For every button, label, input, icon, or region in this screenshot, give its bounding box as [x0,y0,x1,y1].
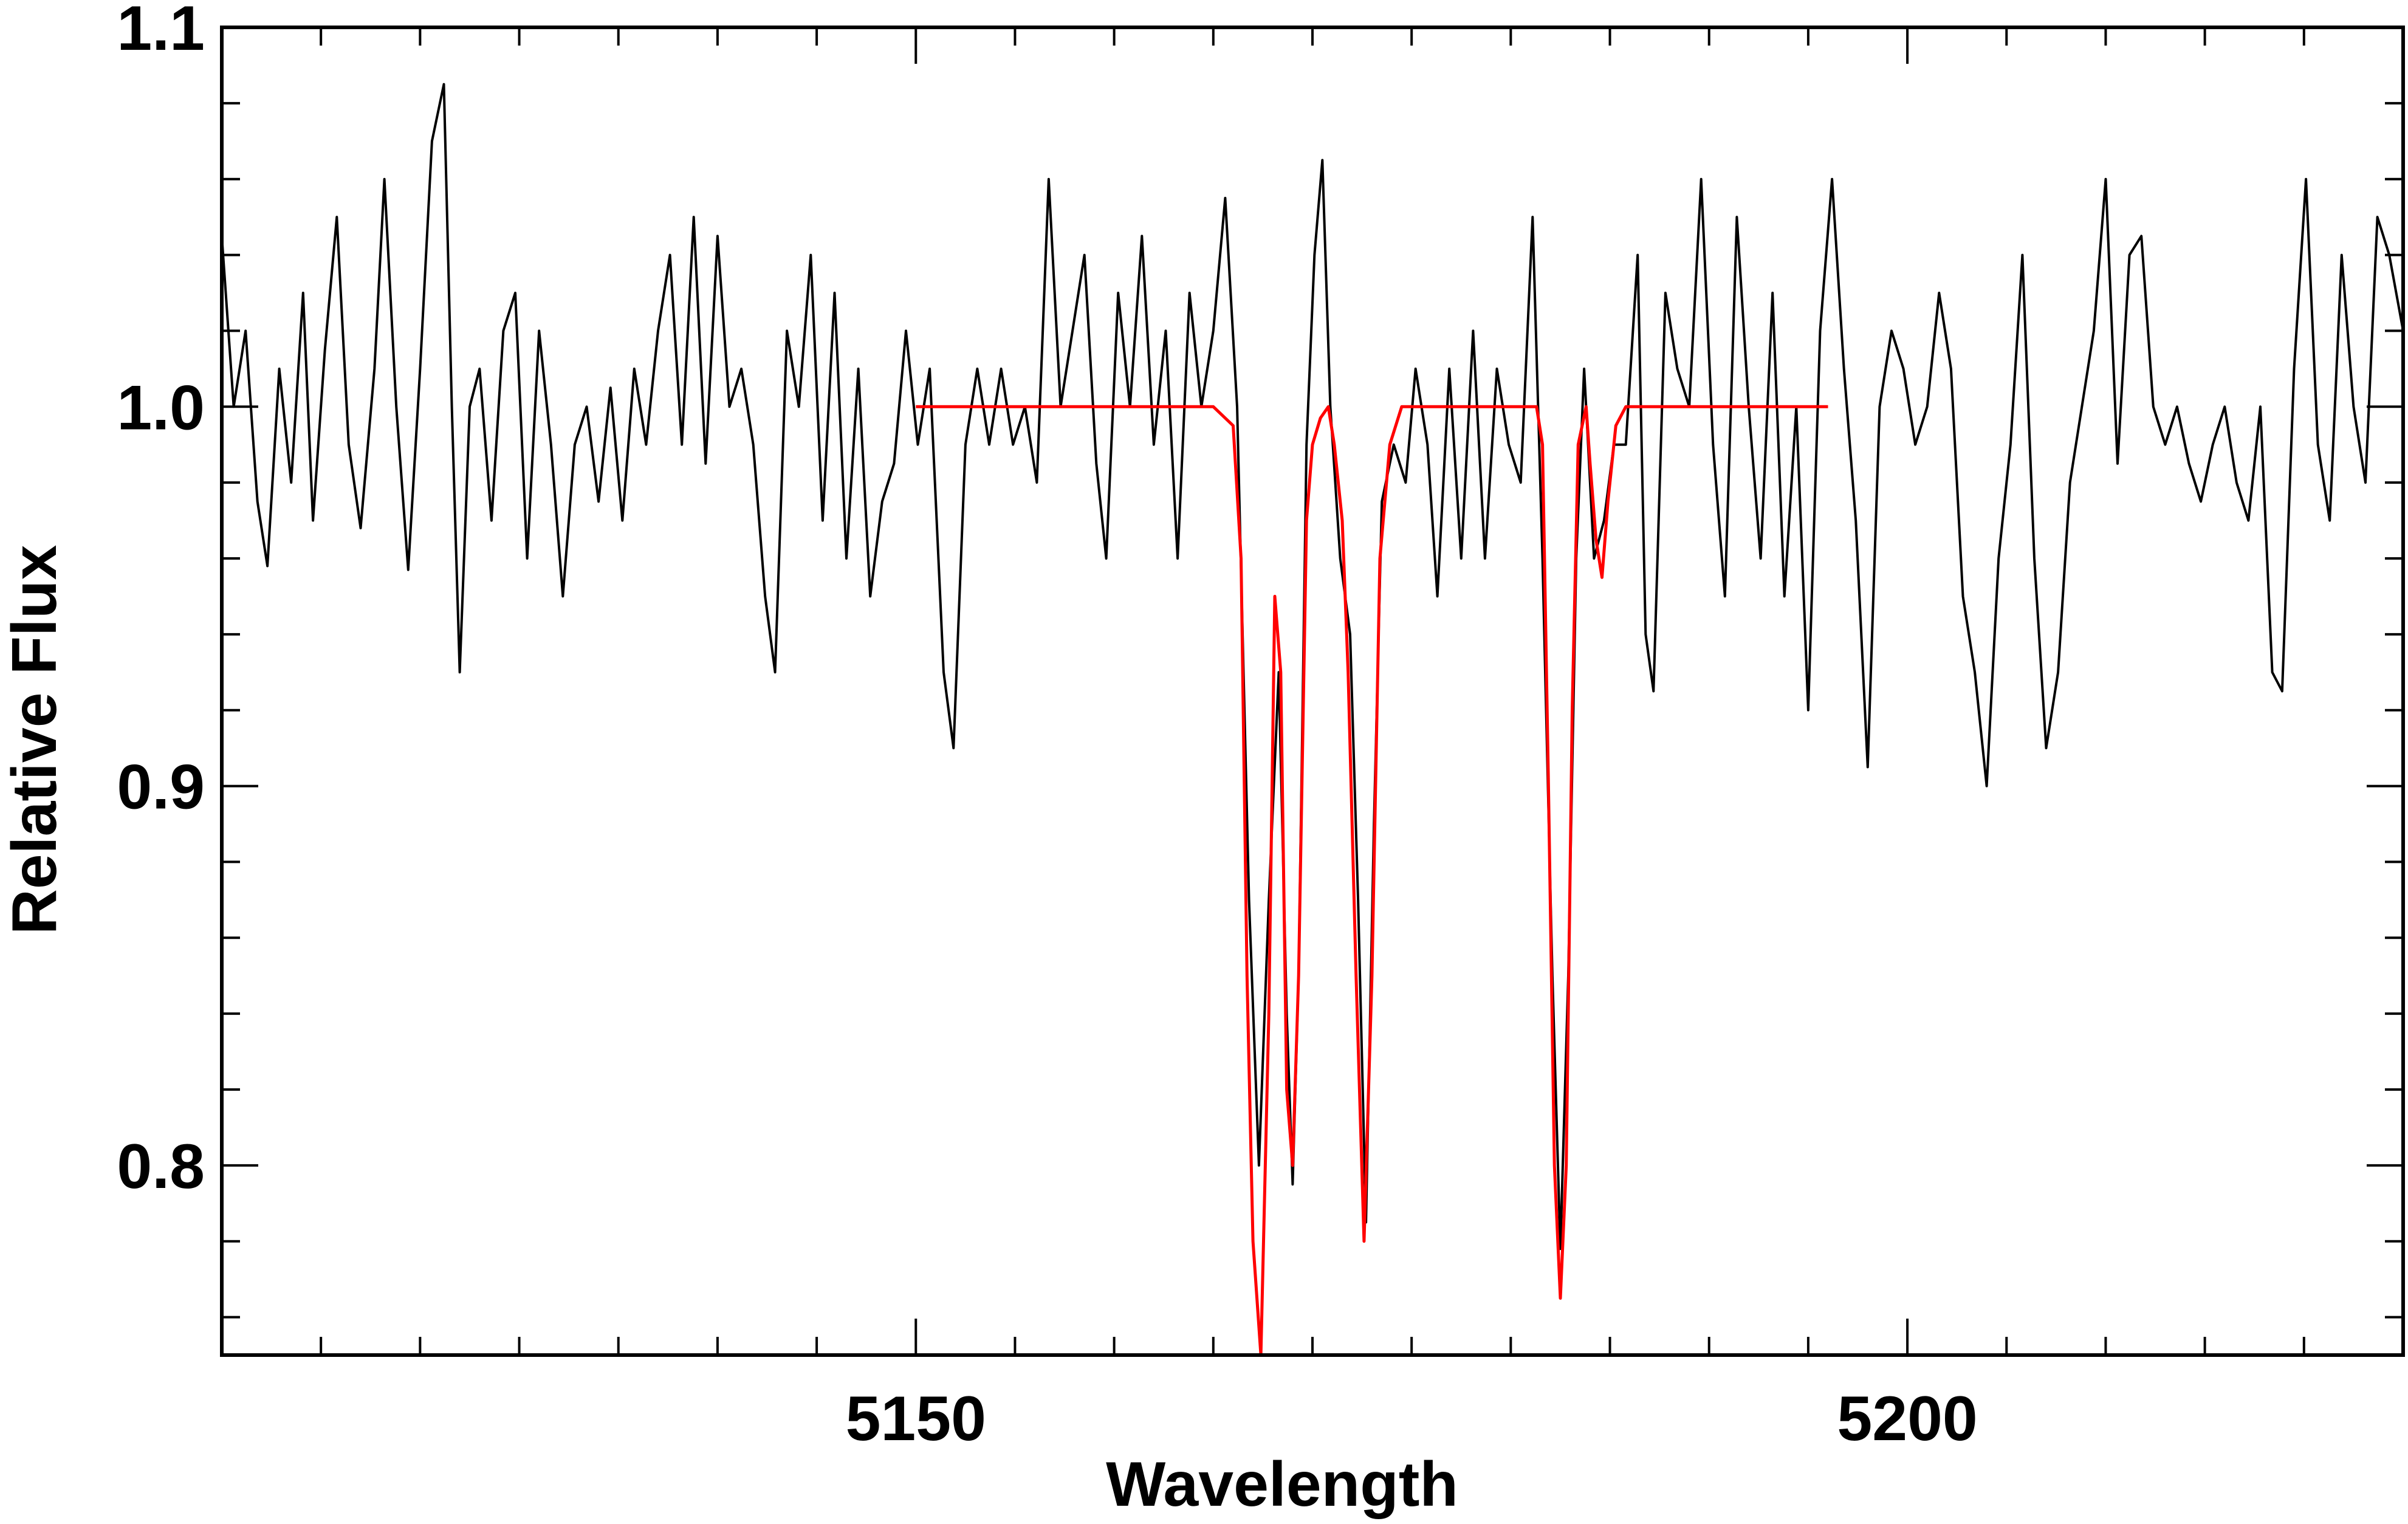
plot-frame [220,26,2405,1357]
x-tick-label: 5200 [1837,1384,1977,1454]
tick-labels: 5150 5200 0.8 0.9 1.0 1.1 [117,0,1977,1454]
y-tick-label: 1.0 [117,372,205,443]
observed-spectrum-line [221,83,2404,1251]
axis-ticks [222,26,2403,1355]
y-tick-label: 0.8 [117,1131,205,1202]
x-tick-label: 5150 [846,1384,986,1454]
y-tick-label: 1.1 [117,0,205,64]
y-tick-label: 0.9 [117,752,205,823]
data-series [221,83,2404,1357]
y-axis-title: Relative Flux [0,545,70,935]
x-axis-title: Wavelength [1106,1449,1458,1520]
model-fit-line [916,405,1828,1357]
